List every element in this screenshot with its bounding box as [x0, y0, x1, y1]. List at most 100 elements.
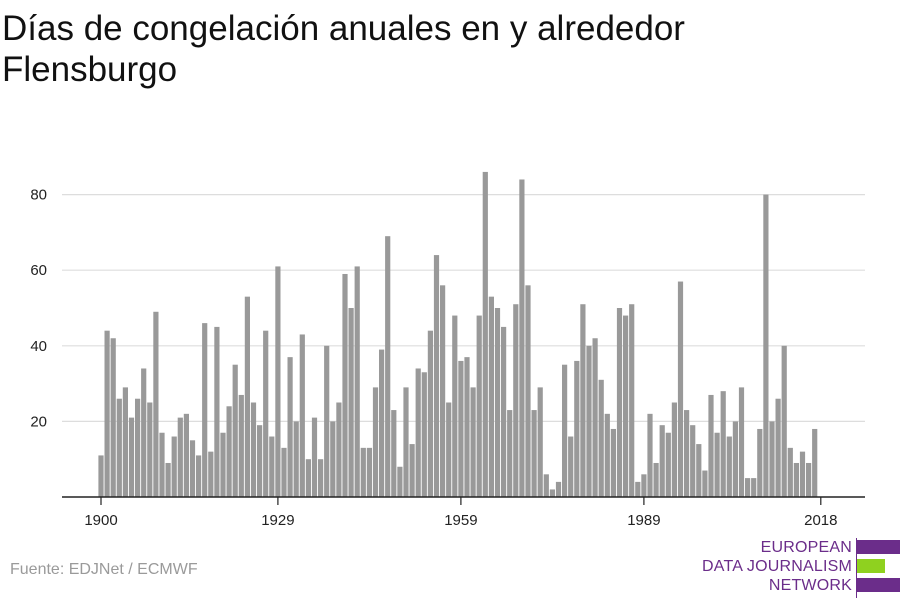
bar-1931 — [287, 357, 293, 497]
bar-1975 — [555, 481, 562, 497]
bar-1936 — [318, 459, 324, 497]
bar-1948 — [391, 410, 397, 497]
x-tick-label: 1959 — [444, 512, 477, 529]
bar-1941 — [348, 308, 354, 497]
bar-1970 — [525, 285, 531, 497]
bar-1905 — [128, 417, 135, 497]
bar-2003 — [726, 436, 732, 497]
bar-2014 — [793, 462, 799, 497]
bar-2007 — [751, 478, 757, 497]
bar-1935 — [311, 417, 318, 497]
y-tick-label: 80 — [30, 187, 47, 204]
bar-1983 — [604, 413, 610, 497]
bar-1991 — [653, 462, 659, 497]
bar-1967 — [507, 410, 513, 497]
logo-line-2: DATA JOURNALISM — [702, 558, 852, 575]
bar-1925 — [250, 402, 257, 497]
bar-1951 — [409, 444, 415, 497]
bars — [98, 171, 818, 498]
bar-1930 — [281, 447, 287, 497]
bar-1971 — [531, 410, 537, 497]
bar-1977 — [568, 436, 574, 497]
x-tick-label: 1929 — [261, 512, 294, 529]
bar-1917 — [202, 323, 208, 497]
bar-1987 — [629, 304, 635, 497]
bar-1904 — [122, 387, 128, 497]
bar-1933 — [299, 334, 305, 497]
bar-1908 — [147, 402, 153, 497]
bar-1960 — [464, 357, 470, 497]
bar-2012 — [781, 345, 787, 497]
y-axis-ticks: 20 40 60 80 — [30, 187, 47, 431]
bar-1980 — [586, 345, 592, 497]
chart-title: Días de congelación anuales en y alreded… — [2, 9, 685, 89]
bar-1957 — [446, 402, 452, 497]
bar-1942 — [354, 266, 360, 497]
bar-1966 — [501, 326, 507, 497]
bar-1937 — [324, 345, 330, 497]
bar-2004 — [732, 421, 738, 497]
y-tick-label: 20 — [30, 413, 47, 430]
bar-2000 — [708, 394, 714, 497]
bar-1958 — [452, 315, 458, 497]
logo-divider — [856, 538, 857, 598]
bar-1903 — [116, 398, 122, 497]
bar-1920 — [220, 432, 226, 497]
bar-1968 — [513, 304, 519, 497]
logo-bar-green — [857, 559, 885, 573]
bar-1900 — [98, 455, 104, 497]
bar-1972 — [537, 387, 543, 497]
logo-bar-purple-top — [857, 540, 900, 554]
bar-1994 — [671, 402, 677, 497]
bar-1910 — [159, 432, 165, 497]
bar-1915 — [189, 440, 196, 497]
bar-1959 — [458, 360, 464, 497]
bar-1962 — [476, 315, 482, 497]
bar-1981 — [592, 338, 598, 497]
bar-1927 — [263, 330, 269, 497]
y-tick-label: 60 — [30, 262, 47, 279]
bar-1990 — [647, 413, 653, 497]
bar-1934 — [305, 459, 311, 497]
bar-1988 — [635, 481, 641, 497]
bar-1956 — [440, 285, 446, 497]
bar-1984 — [610, 428, 616, 497]
bar-1921 — [226, 406, 232, 497]
bar-2011 — [775, 398, 781, 497]
logo-bar-purple-bottom — [857, 578, 900, 592]
source-note: Fuente: EDJNet / ECMWF — [10, 561, 198, 578]
bar-1924 — [244, 296, 250, 497]
bar-1952 — [415, 368, 421, 497]
bar-1961 — [470, 387, 476, 497]
bar-1965 — [494, 308, 501, 497]
bar-1963 — [482, 171, 488, 498]
bar-1954 — [427, 330, 433, 497]
bar-1913 — [177, 417, 183, 497]
bar-1943 — [360, 447, 366, 497]
edjnet-logo: EUROPEAN DATA JOURNALISM NETWORK — [700, 538, 900, 598]
bar-2008 — [757, 428, 763, 497]
x-axis-ticks: 1900 1929 1959 1989 2018 — [84, 497, 837, 529]
bar-1953 — [421, 372, 427, 497]
bar-1982 — [598, 379, 604, 497]
bar-1909 — [153, 311, 159, 497]
x-tick-label: 1900 — [84, 512, 117, 529]
bar-2006 — [745, 478, 751, 497]
bar-1906 — [135, 398, 141, 497]
bar-1949 — [397, 466, 403, 497]
x-tick-label: 1989 — [627, 512, 660, 529]
bar-2017 — [812, 428, 818, 497]
bar-1901 — [104, 330, 110, 497]
bar-1978 — [574, 360, 580, 497]
bar-1932 — [293, 421, 299, 497]
bar-2009 — [763, 194, 769, 497]
bar-1964 — [488, 296, 494, 497]
bar-1918 — [208, 451, 214, 497]
bar-2002 — [720, 391, 726, 497]
x-tick-label: 2018 — [804, 512, 837, 529]
bar-1947 — [385, 236, 391, 497]
bar-2001 — [714, 432, 720, 497]
bar-1955 — [433, 255, 440, 497]
logo-line-3: NETWORK — [768, 577, 852, 594]
